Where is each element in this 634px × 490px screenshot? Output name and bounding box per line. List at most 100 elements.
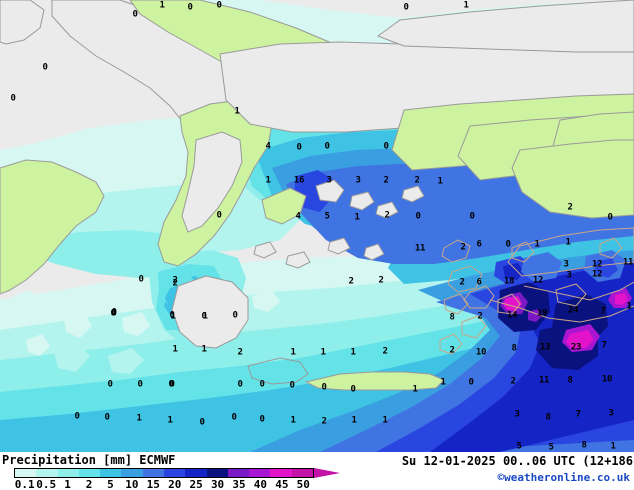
precip-value-label: 11	[622, 257, 634, 268]
precip-value-label: 0	[403, 2, 409, 13]
precip-value-label: 1	[159, 0, 165, 11]
colorbar-tick-10: 10	[125, 478, 139, 490]
precip-value-label: 0	[259, 414, 265, 425]
precip-value-label: 0	[169, 379, 175, 390]
precip-value-label: 0	[259, 379, 265, 390]
colorbar-tick-2: 2	[85, 478, 93, 490]
precip-value-label: 1	[320, 347, 326, 358]
precip-value-label: 3	[514, 409, 520, 420]
precip-value-label: 3	[608, 408, 614, 419]
coast-dodecanese	[439, 237, 634, 355]
precip-value-label: 2	[383, 175, 389, 186]
precip-value-label: 8	[567, 375, 573, 386]
precip-value-label: 2	[459, 277, 465, 288]
precip-value-label: 2	[172, 278, 178, 289]
precip-value-label: 0	[469, 211, 475, 222]
precip-value-label: 0	[296, 142, 302, 153]
precip-value-label: 13	[539, 342, 551, 353]
colorbar-tick-25: 25	[189, 478, 203, 490]
precip-value-label: 11	[538, 375, 550, 386]
color-swatch-20	[163, 469, 186, 477]
color-swatch-50	[291, 469, 313, 477]
precip-value-label: 2	[384, 210, 390, 221]
colorbar-tick-15: 15	[146, 478, 160, 490]
precip-value-label: 0	[289, 380, 295, 391]
precip-value-label: 0	[42, 62, 48, 73]
forecast-timestamp: Su 12-01-2025 00..06 UTC (12+186	[401, 454, 633, 468]
precip-value-label: 24	[567, 305, 579, 316]
precip-value-label: 8	[449, 312, 455, 323]
precip-value-label: 12	[591, 259, 603, 270]
colorbar-tick-5: 5	[107, 478, 114, 490]
precip-value-label: 0	[199, 417, 205, 428]
precip-value-label: 8	[545, 412, 551, 423]
precip-value-label: 6	[476, 277, 482, 288]
colorbar-overflow-arrow	[314, 468, 340, 478]
precip-value-label: 1	[354, 212, 360, 223]
precip-value-label: 1	[290, 415, 296, 426]
precip-value-label: 0	[237, 379, 243, 390]
precip-value-label: 2	[378, 275, 384, 286]
copyright-credit: ©weatheronline.co.uk	[497, 471, 630, 484]
precip-value-label: 10	[601, 374, 613, 385]
precip-value-label: 12	[532, 275, 544, 286]
precip-value-label: 5	[548, 442, 554, 452]
precip-value-label: 1	[463, 0, 469, 11]
map-canvas	[0, 0, 634, 452]
colorbar-tick-50: 50	[296, 478, 310, 490]
precip-value-label: 1	[412, 384, 418, 395]
precip-value-label: 0	[383, 141, 389, 152]
precip-value-label: 0	[231, 412, 237, 423]
colorbar-tick-labels: 0.1 0.5 1 2 5 10 15 20 25 30 35 40 45 50	[0, 479, 340, 490]
precip-value-label: 0	[321, 382, 327, 393]
precip-value-label: 16	[293, 175, 305, 186]
color-swatch-35	[227, 469, 250, 477]
precip-value-label: 0	[137, 379, 143, 390]
land-italy	[0, 159, 105, 295]
legend-panel: Precipitation [mm] ECMWF 0.1 0.5 1 2 5 10 15 20…	[0, 452, 634, 490]
precip-value-label: 2	[382, 346, 388, 357]
precip-value-label: 19	[536, 308, 548, 319]
precip-value-label: 5	[516, 441, 522, 452]
precipitation-map[interactable]: 0 0 0 1 0 0 1 4 0 0 0 1 0 1 16 3 3 2 2 1 0 4 5 1 2 0 0 11 0 2 3 12 11 2 2 2…	[0, 0, 634, 452]
precip-value-label: 0	[607, 212, 613, 223]
precip-value-label: 1	[440, 377, 446, 388]
color-swatch-25	[185, 469, 207, 477]
precip-value-label: 1	[626, 301, 632, 312]
precip-value-label: 11	[414, 243, 426, 254]
precip-value-label: 2	[172, 275, 178, 286]
color-swatch-5	[100, 469, 122, 477]
precip-value-label: 7	[601, 340, 607, 351]
color-swatch-40	[249, 469, 271, 477]
landmass-layer	[0, 0, 634, 391]
precip-value-label: 3	[563, 259, 569, 270]
color-swatch-2	[78, 469, 101, 477]
precip-value-label: 1	[265, 175, 271, 186]
color-swatch-15	[142, 469, 164, 477]
land-pindus	[181, 131, 243, 233]
precip-value-label: 2	[321, 416, 327, 427]
precip-value-label: 5	[324, 211, 330, 222]
colorbar-tick-0.5: 0.5	[36, 478, 57, 490]
precip-value-label: 0	[187, 2, 193, 13]
color-swatch-30	[206, 469, 228, 477]
precip-value-label: 1	[350, 347, 356, 358]
legend-title: Precipitation [mm] ECMWF	[2, 453, 176, 467]
precip-value-label: 1	[290, 347, 296, 358]
precip-value-label: 18	[503, 276, 515, 287]
land-crete	[304, 371, 445, 391]
precip-value-label: 2	[449, 345, 455, 356]
precip-value-label: 0	[169, 310, 175, 321]
precip-value-label: 0	[168, 379, 174, 390]
precip-value-label: 2	[567, 202, 573, 213]
precip-value-label: 1	[172, 344, 178, 355]
precip-value-label: 0	[104, 412, 110, 423]
precip-value-label: 10	[475, 347, 487, 358]
precip-value-label: 0	[232, 310, 238, 321]
precip-value-label: 8	[581, 440, 587, 451]
precip-value-label: 7	[600, 306, 606, 317]
precip-value-label: 4	[265, 141, 271, 152]
precip-value-label: 0	[107, 379, 113, 390]
precip-value-label: 1	[136, 413, 142, 424]
